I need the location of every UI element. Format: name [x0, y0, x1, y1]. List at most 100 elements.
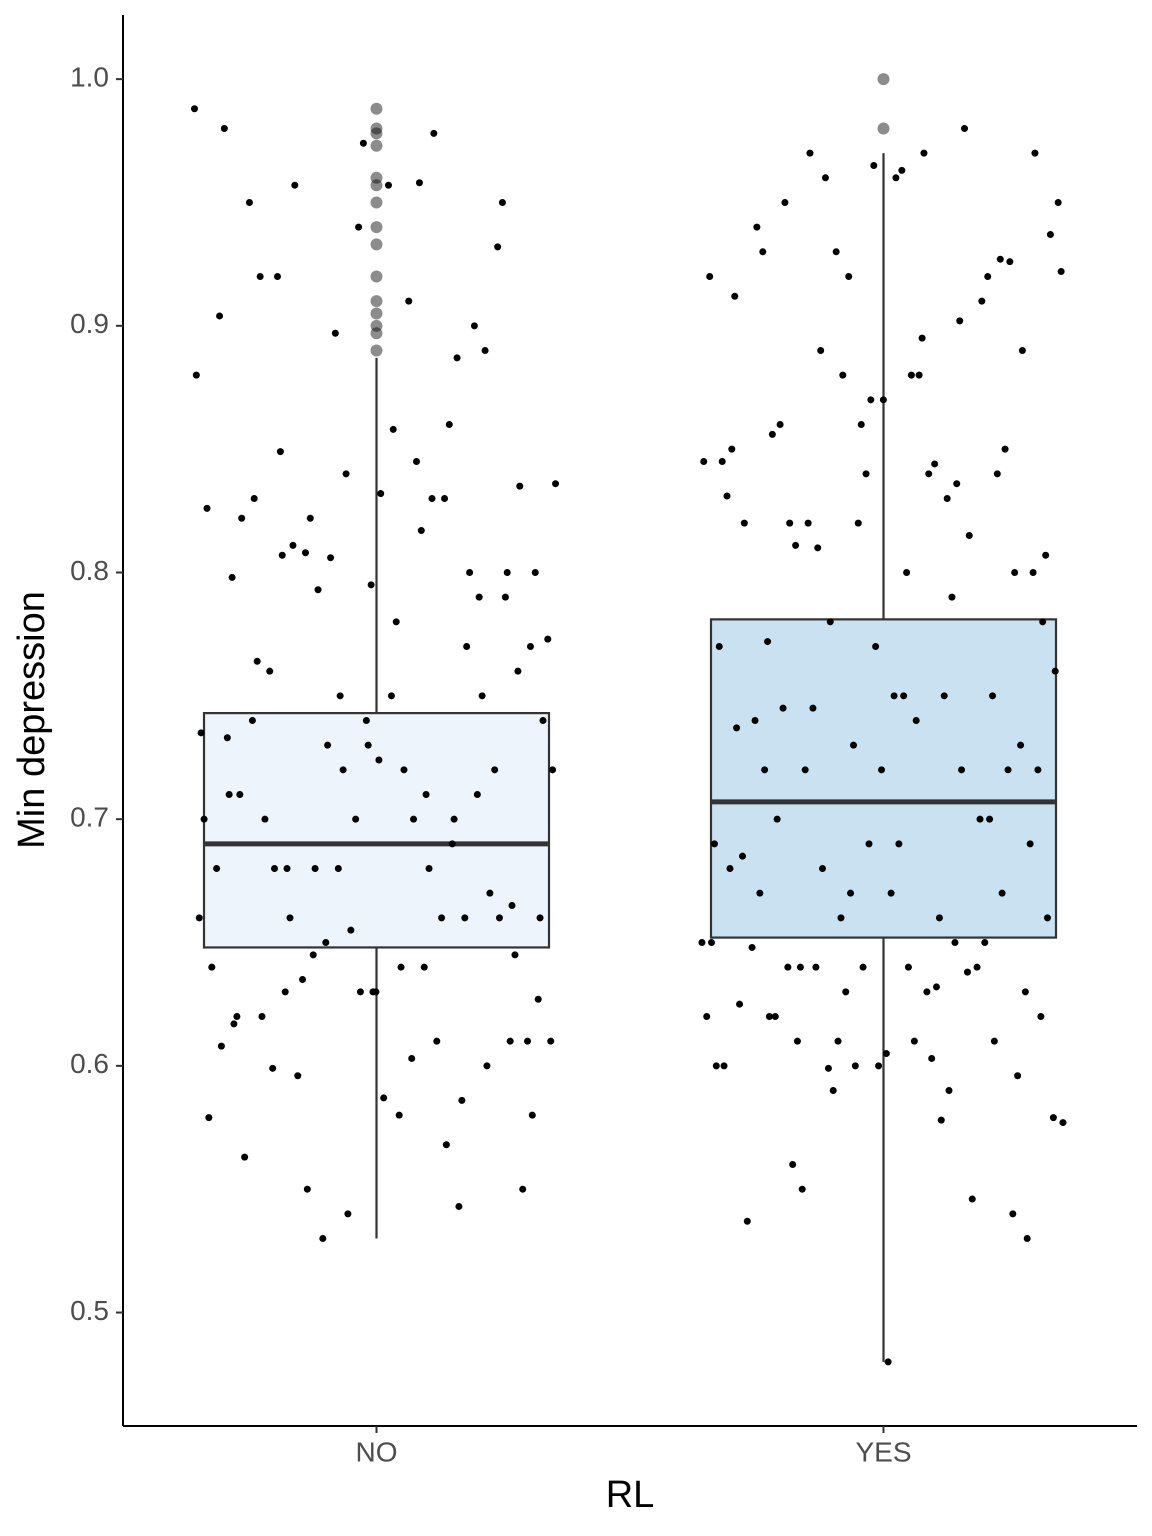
point [367, 581, 375, 589]
point [216, 312, 224, 320]
point [990, 1037, 998, 1045]
outlier [370, 295, 383, 308]
point [912, 717, 920, 724]
point [809, 704, 817, 712]
point [743, 1217, 751, 1225]
point [203, 504, 211, 512]
point [739, 852, 747, 860]
point [503, 568, 511, 576]
point [915, 371, 923, 379]
point [387, 692, 395, 700]
point [779, 704, 787, 712]
point [547, 1037, 555, 1045]
point [887, 889, 895, 897]
point [453, 354, 461, 362]
point [241, 1153, 249, 1161]
point [728, 445, 736, 453]
point [217, 1042, 225, 1050]
point [878, 766, 886, 774]
outlier [370, 344, 383, 357]
point [940, 692, 948, 700]
point [438, 914, 446, 922]
point [963, 968, 971, 976]
point [819, 865, 827, 873]
point [339, 766, 347, 774]
point [408, 1054, 416, 1062]
point [989, 692, 997, 700]
point [250, 494, 258, 502]
point [475, 593, 483, 601]
point [1057, 268, 1065, 276]
point [718, 457, 726, 465]
point [377, 490, 385, 498]
point [281, 988, 289, 996]
point [817, 346, 825, 354]
x-axis-title: RL [606, 1474, 655, 1516]
point [798, 1185, 806, 1193]
point [736, 1000, 744, 1008]
point [839, 371, 847, 379]
point [528, 1111, 536, 1119]
point [397, 963, 405, 971]
point [359, 139, 367, 147]
point [519, 1185, 527, 1193]
point [286, 914, 294, 922]
point [740, 519, 748, 527]
point [208, 963, 216, 971]
point [294, 1072, 302, 1080]
point [928, 1054, 936, 1062]
outlier [370, 319, 383, 332]
point [898, 166, 906, 174]
point [197, 729, 205, 737]
point [327, 554, 335, 562]
point [1029, 568, 1037, 576]
point [892, 174, 900, 182]
point [501, 593, 509, 601]
outlier [370, 270, 383, 283]
point [814, 544, 822, 552]
point [271, 865, 279, 873]
point [344, 1210, 352, 1218]
outlier [370, 238, 383, 251]
point [865, 840, 873, 848]
point [508, 902, 516, 910]
point [494, 243, 502, 251]
point [433, 1037, 441, 1045]
point [364, 741, 372, 749]
box [709, 618, 1058, 939]
point [700, 457, 708, 465]
point [303, 1185, 311, 1193]
outlier [370, 196, 383, 209]
point [400, 766, 408, 774]
point [920, 149, 928, 157]
point [362, 717, 370, 724]
point [544, 635, 552, 643]
point [824, 1064, 832, 1072]
point [311, 865, 319, 873]
point [708, 939, 716, 947]
outlier [370, 127, 383, 140]
point [1004, 766, 1012, 774]
point [223, 734, 231, 742]
point [826, 618, 834, 626]
point [951, 939, 959, 947]
point [1051, 667, 1059, 675]
point [205, 1114, 213, 1122]
point [968, 1195, 976, 1203]
point [945, 1087, 953, 1095]
point [1049, 1114, 1057, 1122]
point [850, 741, 858, 749]
outlier [370, 122, 383, 135]
point [384, 181, 392, 189]
point [483, 1062, 491, 1070]
point [703, 1013, 711, 1021]
point [867, 396, 875, 404]
point [845, 272, 853, 280]
point [1043, 914, 1051, 922]
point [248, 717, 256, 724]
point [256, 272, 264, 280]
point [948, 593, 956, 601]
point [956, 317, 964, 325]
point [731, 292, 739, 300]
point [291, 181, 299, 189]
